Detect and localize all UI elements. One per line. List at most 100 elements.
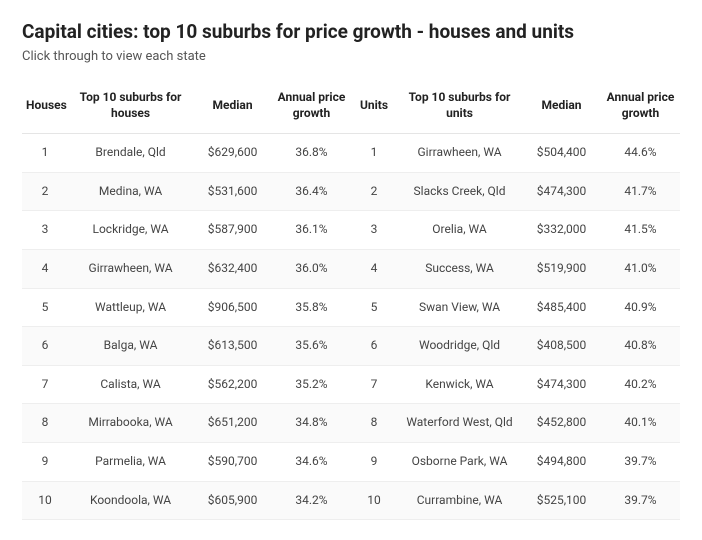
cell-units-rank: 9 <box>351 442 397 481</box>
cell-houses-median: $629,600 <box>193 134 272 173</box>
cell-units-suburb: Osborne Park, WA <box>397 442 522 481</box>
cell-units-suburb: Currambine, WA <box>397 481 522 520</box>
cell-houses-median: $562,200 <box>193 365 272 404</box>
cell-units-rank: 6 <box>351 327 397 366</box>
cell-units-suburb: Success, WA <box>397 249 522 288</box>
cell-houses-growth: 34.2% <box>272 481 351 520</box>
cell-houses-suburb: Lockridge, WA <box>68 211 193 250</box>
growth-table: Houses Top 10 suburbs for houses Median … <box>22 82 680 520</box>
cell-houses-rank: 3 <box>22 211 68 250</box>
cell-units-suburb: Girrawheen, WA <box>397 134 522 173</box>
table-row: 2Medina, WA$531,60036.4%2Slacks Creek, Q… <box>22 172 680 211</box>
cell-houses-median: $531,600 <box>193 172 272 211</box>
col-units-growth: Annual price growth <box>601 82 680 134</box>
cell-units-rank: 1 <box>351 134 397 173</box>
table-row: 3Lockridge, WA$587,90036.1%3Orelia, WA$3… <box>22 211 680 250</box>
cell-units-growth: 40.9% <box>601 288 680 327</box>
cell-houses-rank: 6 <box>22 327 68 366</box>
table-row: 5Wattleup, WA$906,50035.8%5Swan View, WA… <box>22 288 680 327</box>
cell-units-growth: 40.8% <box>601 327 680 366</box>
cell-units-growth: 41.7% <box>601 172 680 211</box>
cell-houses-growth: 35.2% <box>272 365 351 404</box>
cell-units-growth: 44.6% <box>601 134 680 173</box>
cell-units-growth: 40.1% <box>601 404 680 443</box>
cell-houses-median: $651,200 <box>193 404 272 443</box>
cell-units-growth: 39.7% <box>601 481 680 520</box>
table-row: 7Calista, WA$562,20035.2%7Kenwick, WA$47… <box>22 365 680 404</box>
cell-houses-suburb: Wattleup, WA <box>68 288 193 327</box>
cell-units-rank: 10 <box>351 481 397 520</box>
cell-houses-suburb: Parmelia, WA <box>68 442 193 481</box>
cell-houses-median: $632,400 <box>193 249 272 288</box>
cell-houses-suburb: Mirrabooka, WA <box>68 404 193 443</box>
cell-houses-suburb: Girrawheen, WA <box>68 249 193 288</box>
page-title: Capital cities: top 10 suburbs for price… <box>22 20 680 43</box>
cell-units-growth: 40.2% <box>601 365 680 404</box>
cell-houses-suburb: Medina, WA <box>68 172 193 211</box>
cell-houses-median: $613,500 <box>193 327 272 366</box>
cell-units-suburb: Slacks Creek, Qld <box>397 172 522 211</box>
cell-houses-growth: 36.4% <box>272 172 351 211</box>
table-row: 4Girrawheen, WA$632,40036.0%4Success, WA… <box>22 249 680 288</box>
table-row: 9Parmelia, WA$590,70034.6%9Osborne Park,… <box>22 442 680 481</box>
cell-houses-growth: 36.8% <box>272 134 351 173</box>
cell-units-growth: 39.7% <box>601 442 680 481</box>
cell-units-median: $408,500 <box>522 327 601 366</box>
cell-houses-growth: 36.0% <box>272 249 351 288</box>
cell-houses-growth: 34.8% <box>272 404 351 443</box>
col-houses-growth: Annual price growth <box>272 82 351 134</box>
cell-houses-growth: 35.8% <box>272 288 351 327</box>
cell-units-suburb: Kenwick, WA <box>397 365 522 404</box>
cell-houses-median: $906,500 <box>193 288 272 327</box>
cell-houses-rank: 9 <box>22 442 68 481</box>
cell-houses-rank: 4 <box>22 249 68 288</box>
cell-houses-suburb: Balga, WA <box>68 327 193 366</box>
cell-units-rank: 4 <box>351 249 397 288</box>
cell-houses-median: $605,900 <box>193 481 272 520</box>
col-units-rank: Units <box>351 82 397 134</box>
cell-units-median: $474,300 <box>522 172 601 211</box>
cell-units-suburb: Woodridge, Qld <box>397 327 522 366</box>
cell-units-growth: 41.0% <box>601 249 680 288</box>
col-houses-rank: Houses <box>22 82 68 134</box>
col-units-suburb: Top 10 suburbs for units <box>397 82 522 134</box>
cell-units-suburb: Waterford West, Qld <box>397 404 522 443</box>
page-subtitle[interactable]: Click through to view each state <box>22 49 680 64</box>
cell-units-rank: 2 <box>351 172 397 211</box>
cell-houses-rank: 10 <box>22 481 68 520</box>
cell-units-rank: 3 <box>351 211 397 250</box>
cell-units-median: $504,400 <box>522 134 601 173</box>
col-houses-suburb: Top 10 suburbs for houses <box>68 82 193 134</box>
cell-units-rank: 7 <box>351 365 397 404</box>
cell-units-median: $525,100 <box>522 481 601 520</box>
cell-houses-rank: 1 <box>22 134 68 173</box>
cell-houses-rank: 5 <box>22 288 68 327</box>
cell-units-growth: 41.5% <box>601 211 680 250</box>
cell-units-suburb: Swan View, WA <box>397 288 522 327</box>
cell-units-median: $519,900 <box>522 249 601 288</box>
cell-houses-rank: 7 <box>22 365 68 404</box>
cell-houses-rank: 8 <box>22 404 68 443</box>
cell-units-median: $494,800 <box>522 442 601 481</box>
col-units-median: Median <box>522 82 601 134</box>
cell-houses-suburb: Calista, WA <box>68 365 193 404</box>
cell-units-rank: 8 <box>351 404 397 443</box>
table-row: 8Mirrabooka, WA$651,20034.8%8Waterford W… <box>22 404 680 443</box>
cell-houses-growth: 34.6% <box>272 442 351 481</box>
cell-houses-median: $587,900 <box>193 211 272 250</box>
cell-units-median: $452,800 <box>522 404 601 443</box>
cell-houses-growth: 36.1% <box>272 211 351 250</box>
table-header-row: Houses Top 10 suburbs for houses Median … <box>22 82 680 134</box>
table-row: 10Koondoola, WA$605,90034.2%10Currambine… <box>22 481 680 520</box>
cell-houses-suburb: Koondoola, WA <box>68 481 193 520</box>
cell-houses-growth: 35.6% <box>272 327 351 366</box>
cell-units-median: $332,000 <box>522 211 601 250</box>
cell-houses-rank: 2 <box>22 172 68 211</box>
cell-units-median: $474,300 <box>522 365 601 404</box>
table-row: 6Balga, WA$613,50035.6%6Woodridge, Qld$4… <box>22 327 680 366</box>
cell-units-suburb: Orelia, WA <box>397 211 522 250</box>
cell-houses-suburb: Brendale, Qld <box>68 134 193 173</box>
cell-units-median: $485,400 <box>522 288 601 327</box>
cell-houses-median: $590,700 <box>193 442 272 481</box>
col-houses-median: Median <box>193 82 272 134</box>
